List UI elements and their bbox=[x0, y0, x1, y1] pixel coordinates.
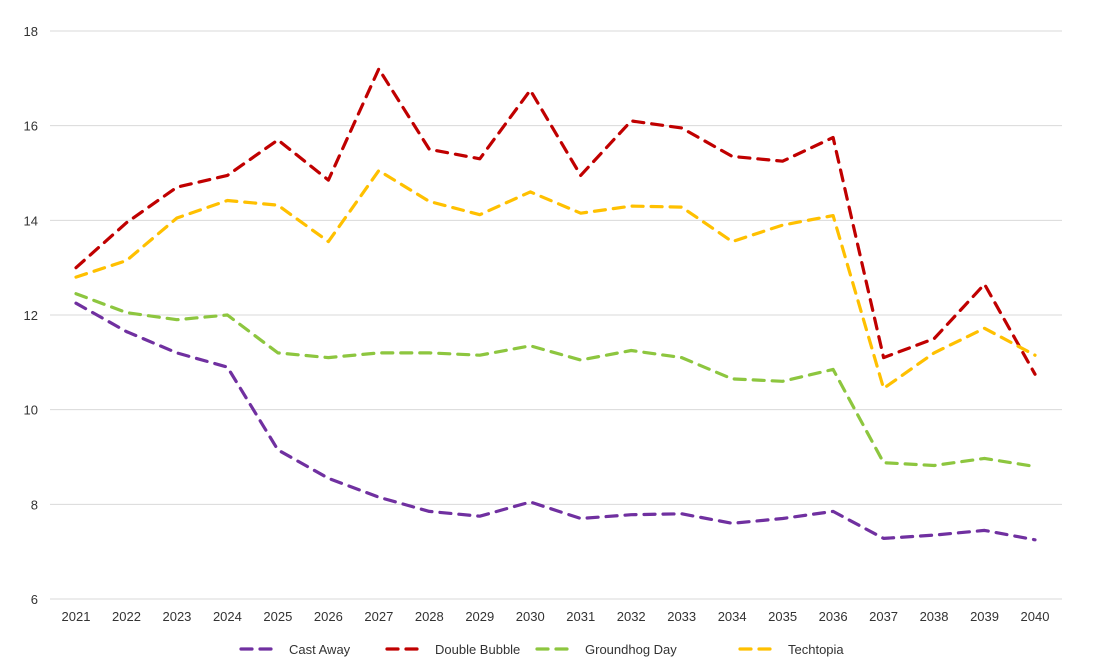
legend-label-groundhog-day: Groundhog Day bbox=[585, 642, 677, 657]
series-line-techtopia bbox=[74, 169, 1037, 390]
legend-label-double-bubble: Double Bubble bbox=[435, 642, 520, 657]
x-tick-label: 2028 bbox=[415, 609, 444, 624]
y-tick-label: 10 bbox=[24, 403, 38, 418]
series-line-cast-away bbox=[74, 301, 1037, 542]
x-tick-label: 2036 bbox=[819, 609, 848, 624]
x-tick-label: 2039 bbox=[970, 609, 999, 624]
x-tick-label: 2038 bbox=[920, 609, 949, 624]
x-tick-label: 2026 bbox=[314, 609, 343, 624]
x-tick-label: 2027 bbox=[364, 609, 393, 624]
y-tick-label: 16 bbox=[24, 119, 38, 134]
x-tick-label: 2023 bbox=[162, 609, 191, 624]
y-tick-label: 6 bbox=[31, 592, 38, 607]
x-tick-label: 2029 bbox=[465, 609, 494, 624]
x-tick-label: 2040 bbox=[1021, 609, 1050, 624]
x-tick-label: 2031 bbox=[566, 609, 595, 624]
x-tick-label: 2030 bbox=[516, 609, 545, 624]
series-line-double-bubble bbox=[74, 67, 1037, 376]
y-axis-tick-labels: 6 8 10 12 14 16 18 bbox=[24, 24, 38, 607]
y-tick-label: 14 bbox=[24, 213, 38, 228]
x-tick-label: 2025 bbox=[263, 609, 292, 624]
x-tick-label: 2035 bbox=[768, 609, 797, 624]
x-tick-label: 2021 bbox=[62, 609, 91, 624]
x-tick-label: 2024 bbox=[213, 609, 242, 624]
x-axis-tick-labels: 2021 2022 2023 2024 2025 2026 2027 2028 2029 2030… bbox=[62, 609, 1050, 624]
legend: Cast Away Double Bubble Groundhog Day Techt… bbox=[239, 642, 844, 657]
series-line-groundhog-day bbox=[74, 292, 1037, 469]
y-tick-label: 12 bbox=[24, 308, 38, 323]
x-tick-label: 2037 bbox=[869, 609, 898, 624]
series-lines bbox=[74, 67, 1037, 542]
x-tick-label: 2022 bbox=[112, 609, 141, 624]
legend-label-techtopia: Techtopia bbox=[788, 642, 844, 657]
x-tick-label: 2032 bbox=[617, 609, 646, 624]
legend-label-cast-away: Cast Away bbox=[289, 642, 351, 657]
x-tick-label: 2034 bbox=[718, 609, 747, 624]
gridlines bbox=[50, 30, 1062, 600]
x-tick-label: 2033 bbox=[667, 609, 696, 624]
y-tick-label: 18 bbox=[24, 24, 38, 39]
y-tick-label: 8 bbox=[31, 497, 38, 512]
